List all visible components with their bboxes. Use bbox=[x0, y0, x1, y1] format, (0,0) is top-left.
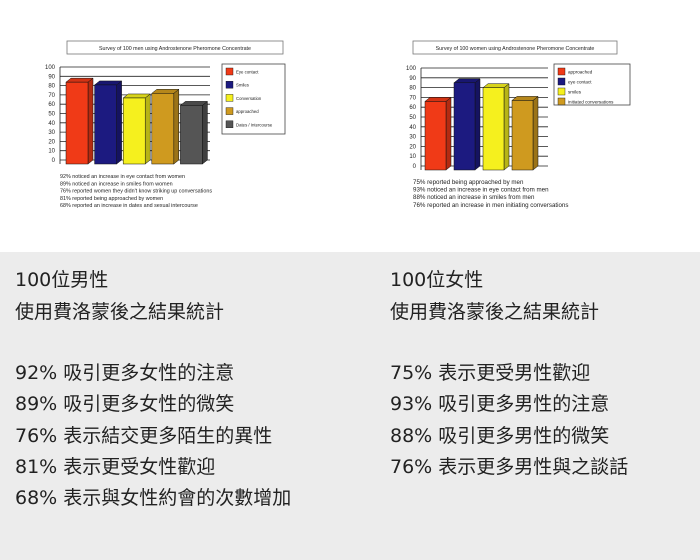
y-tick-label: 80 bbox=[409, 86, 416, 92]
legend-swatch bbox=[225, 120, 234, 129]
legend-swatch bbox=[225, 107, 234, 115]
chart-note: 92% noticed an increase in eye contact f… bbox=[60, 174, 185, 180]
chart-title-box bbox=[66, 40, 284, 55]
y-tick-label: 10 bbox=[409, 154, 416, 160]
bar-side bbox=[503, 83, 510, 171]
summary-panel: 100位男性 使用費洛蒙後之結果統計 92% 吸引更多女性的注意 89% 吸引更… bbox=[0, 252, 700, 560]
bar bbox=[511, 100, 534, 171]
legend-label: Dates / Intercourse bbox=[236, 122, 273, 127]
bar bbox=[180, 105, 203, 165]
bar-top bbox=[65, 77, 94, 83]
legend-label: Eye contact bbox=[236, 70, 259, 75]
bar-top bbox=[179, 101, 209, 106]
y-tick-label: 90 bbox=[409, 76, 416, 82]
legend-swatch bbox=[557, 67, 566, 76]
y-tick-label: 50 bbox=[409, 115, 416, 121]
women-item: 88% 吸引更多男性的微笑 bbox=[390, 424, 610, 447]
chart-note: 89% noticed an increase in smiles from w… bbox=[60, 181, 173, 187]
women-heading: 100位女性 bbox=[390, 269, 484, 291]
y-tick-label: 100 bbox=[45, 65, 56, 71]
men-heading: 100位男性 bbox=[15, 269, 109, 291]
survey-charts: Survey of 100 men using Androstenone Phe… bbox=[45, 40, 631, 209]
y-tick-label: 100 bbox=[406, 66, 417, 72]
bar-top bbox=[122, 93, 151, 99]
bar-side bbox=[202, 100, 208, 165]
men-item: 76% 表示結交更多陌生的異性 bbox=[15, 424, 273, 447]
men-subheading: 使用費洛蒙後之結果統計 bbox=[15, 301, 225, 323]
y-tick-label: 60 bbox=[48, 102, 55, 108]
y-tick-label: 80 bbox=[48, 84, 55, 90]
women-summary: 100位女性 使用費洛蒙後之結果統計 75% 表示更受男性歡迎 93% 吸引更多… bbox=[390, 264, 628, 483]
legend-label: initiated conversations bbox=[568, 100, 614, 105]
chart-note: 81% reported being approached by women bbox=[60, 196, 163, 202]
y-tick-label: 30 bbox=[48, 130, 55, 136]
legend-label: smiles bbox=[568, 90, 582, 95]
legend-box bbox=[221, 63, 286, 135]
women-item: 93% 吸引更多男性的注意 bbox=[390, 393, 610, 416]
y-tick-label: 70 bbox=[409, 95, 416, 101]
legend-label: approached bbox=[236, 109, 259, 114]
men-item: 68% 表示與女性約會的次數增加 bbox=[15, 487, 292, 510]
bar bbox=[482, 87, 505, 171]
bar bbox=[424, 101, 447, 171]
legend-swatch bbox=[225, 80, 234, 89]
chart-note: 68% reported an increase in dates and se… bbox=[60, 203, 198, 209]
bar-side bbox=[87, 77, 94, 165]
y-tick-label: 20 bbox=[409, 144, 416, 150]
women-subheading: 使用費洛蒙後之結果統計 bbox=[390, 301, 600, 323]
chart-title: Survey of 100 men using Androstenone Phe… bbox=[99, 46, 251, 52]
legend-label: Smiles bbox=[236, 83, 249, 88]
bar bbox=[122, 97, 146, 165]
y-tick-label: 30 bbox=[409, 135, 416, 141]
y-tick-label: 40 bbox=[409, 125, 416, 131]
legend-swatch bbox=[557, 87, 566, 96]
y-tick-label: 20 bbox=[48, 139, 55, 145]
women-item: 75% 表示更受男性歡迎 bbox=[390, 362, 591, 384]
y-tick-label: 70 bbox=[48, 93, 55, 99]
y-tick-label: 10 bbox=[48, 149, 55, 155]
chart-title: Survey of 100 women using Androstenone P… bbox=[436, 46, 595, 52]
bar bbox=[151, 93, 175, 165]
legend-label: eye contact bbox=[568, 80, 592, 85]
bar bbox=[453, 82, 476, 171]
men-item: 81% 表示更受女性歡迎 bbox=[15, 455, 216, 478]
y-tick-label: 50 bbox=[48, 112, 55, 118]
men-item: 92% 吸引更多女性的注意 bbox=[15, 362, 235, 384]
men-item: 89% 吸引更多女性的微笑 bbox=[15, 393, 235, 416]
legend-swatch bbox=[225, 94, 234, 102]
legend-label: approached bbox=[568, 70, 593, 75]
bar-side bbox=[445, 96, 452, 171]
legend-swatch bbox=[557, 97, 566, 106]
bar-top bbox=[424, 97, 452, 102]
y-tick-label: 0 bbox=[52, 158, 56, 164]
bar-top bbox=[151, 89, 180, 94]
bar-side bbox=[532, 95, 539, 171]
y-tick-label: 40 bbox=[48, 121, 55, 127]
chart-note: 93% noticed an increase in eye contact f… bbox=[413, 187, 549, 194]
y-tick-label: 90 bbox=[48, 74, 55, 80]
legend-label: Conversation bbox=[236, 96, 262, 101]
y-tick-label: 0 bbox=[413, 164, 417, 170]
bar bbox=[94, 84, 117, 165]
bar bbox=[65, 81, 89, 165]
chart-title-box bbox=[412, 40, 618, 55]
bar-side bbox=[116, 80, 122, 165]
bar-top bbox=[93, 80, 123, 86]
y-tick-label: 60 bbox=[409, 105, 416, 111]
bar-top bbox=[453, 78, 481, 84]
women-item: 76% 表示更多男性與之談話 bbox=[390, 455, 629, 478]
bar-side bbox=[144, 93, 151, 165]
chart-note: 76% reported an increase in men initiati… bbox=[413, 202, 568, 209]
bar-side bbox=[173, 88, 180, 165]
chart-note: 75% reported being approached by men bbox=[413, 179, 524, 186]
legend-box bbox=[553, 63, 631, 106]
legend-swatch bbox=[225, 67, 234, 76]
bar-top bbox=[482, 83, 510, 88]
chart-note: 88% noticed an increase in smiles from m… bbox=[413, 194, 535, 201]
men-summary: 100位男性 使用費洛蒙後之結果統計 92% 吸引更多女性的注意 89% 吸引更… bbox=[15, 264, 291, 514]
bar-side bbox=[474, 78, 481, 171]
bar-top bbox=[511, 96, 539, 101]
legend-swatch bbox=[557, 77, 566, 86]
chart-note: 76% reported women they didn't know stri… bbox=[60, 189, 212, 195]
